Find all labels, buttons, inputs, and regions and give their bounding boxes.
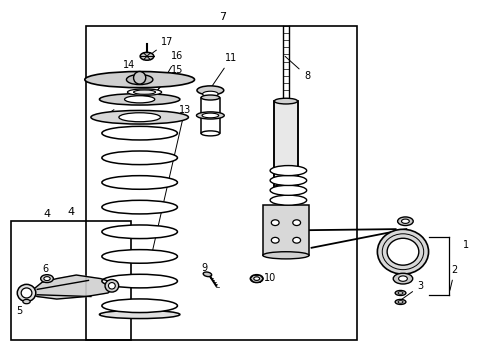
Ellipse shape bbox=[102, 176, 177, 189]
Ellipse shape bbox=[140, 52, 154, 60]
Text: 2: 2 bbox=[449, 265, 457, 290]
Ellipse shape bbox=[253, 277, 259, 280]
Ellipse shape bbox=[201, 131, 219, 136]
Bar bbox=[11, 221, 131, 339]
Ellipse shape bbox=[91, 111, 188, 124]
Ellipse shape bbox=[133, 90, 155, 94]
Ellipse shape bbox=[17, 284, 36, 302]
Ellipse shape bbox=[386, 238, 418, 265]
Ellipse shape bbox=[394, 300, 405, 305]
Text: 7: 7 bbox=[219, 12, 225, 22]
Text: 12: 12 bbox=[105, 97, 131, 116]
Ellipse shape bbox=[269, 195, 306, 205]
Ellipse shape bbox=[108, 283, 115, 289]
Text: 1: 1 bbox=[462, 239, 468, 249]
Ellipse shape bbox=[250, 275, 263, 283]
Ellipse shape bbox=[196, 112, 224, 119]
Ellipse shape bbox=[269, 175, 306, 185]
Text: 17: 17 bbox=[152, 37, 173, 53]
Ellipse shape bbox=[99, 310, 180, 319]
Ellipse shape bbox=[274, 184, 297, 190]
Ellipse shape bbox=[44, 276, 50, 280]
Ellipse shape bbox=[201, 95, 219, 100]
Ellipse shape bbox=[102, 299, 177, 312]
Ellipse shape bbox=[197, 86, 224, 95]
Ellipse shape bbox=[102, 200, 177, 214]
Ellipse shape bbox=[202, 113, 218, 118]
Text: 4: 4 bbox=[43, 209, 50, 219]
Ellipse shape bbox=[269, 166, 306, 176]
Ellipse shape bbox=[401, 219, 408, 224]
Text: 15: 15 bbox=[150, 64, 183, 97]
Ellipse shape bbox=[105, 279, 119, 292]
Ellipse shape bbox=[394, 291, 405, 296]
Text: 5: 5 bbox=[17, 302, 26, 316]
Ellipse shape bbox=[119, 113, 160, 122]
Ellipse shape bbox=[398, 276, 407, 281]
Text: 14: 14 bbox=[119, 60, 135, 77]
Bar bbox=[274, 101, 297, 187]
Text: 8: 8 bbox=[285, 56, 309, 81]
Ellipse shape bbox=[127, 89, 161, 95]
Ellipse shape bbox=[269, 185, 306, 195]
Ellipse shape bbox=[292, 220, 300, 226]
Ellipse shape bbox=[99, 94, 180, 105]
Ellipse shape bbox=[274, 98, 297, 104]
Ellipse shape bbox=[202, 91, 218, 96]
Ellipse shape bbox=[392, 273, 412, 284]
Text: 9: 9 bbox=[201, 263, 207, 273]
Ellipse shape bbox=[41, 275, 53, 283]
Ellipse shape bbox=[271, 237, 279, 243]
Ellipse shape bbox=[292, 237, 300, 243]
Ellipse shape bbox=[262, 252, 308, 259]
Ellipse shape bbox=[124, 96, 155, 103]
Text: 16: 16 bbox=[158, 51, 183, 90]
Bar bbox=[262, 205, 308, 255]
Text: 6: 6 bbox=[42, 264, 48, 279]
Ellipse shape bbox=[203, 272, 211, 276]
Ellipse shape bbox=[126, 75, 153, 85]
Ellipse shape bbox=[23, 300, 30, 304]
Text: 4: 4 bbox=[67, 207, 75, 217]
Ellipse shape bbox=[133, 72, 145, 84]
Ellipse shape bbox=[397, 217, 412, 226]
Text: 10: 10 bbox=[253, 273, 276, 283]
Ellipse shape bbox=[84, 72, 194, 87]
Ellipse shape bbox=[397, 292, 402, 294]
Ellipse shape bbox=[377, 229, 427, 274]
Ellipse shape bbox=[21, 288, 32, 298]
Ellipse shape bbox=[271, 220, 279, 226]
Ellipse shape bbox=[397, 301, 402, 303]
Ellipse shape bbox=[102, 274, 177, 288]
Ellipse shape bbox=[102, 249, 177, 263]
Ellipse shape bbox=[102, 225, 177, 239]
Text: 3: 3 bbox=[400, 281, 423, 300]
Text: 11: 11 bbox=[211, 53, 237, 86]
Ellipse shape bbox=[102, 126, 177, 140]
Polygon shape bbox=[29, 275, 118, 299]
Bar bbox=[86, 26, 356, 339]
Ellipse shape bbox=[102, 151, 177, 165]
Text: 13: 13 bbox=[150, 105, 190, 262]
